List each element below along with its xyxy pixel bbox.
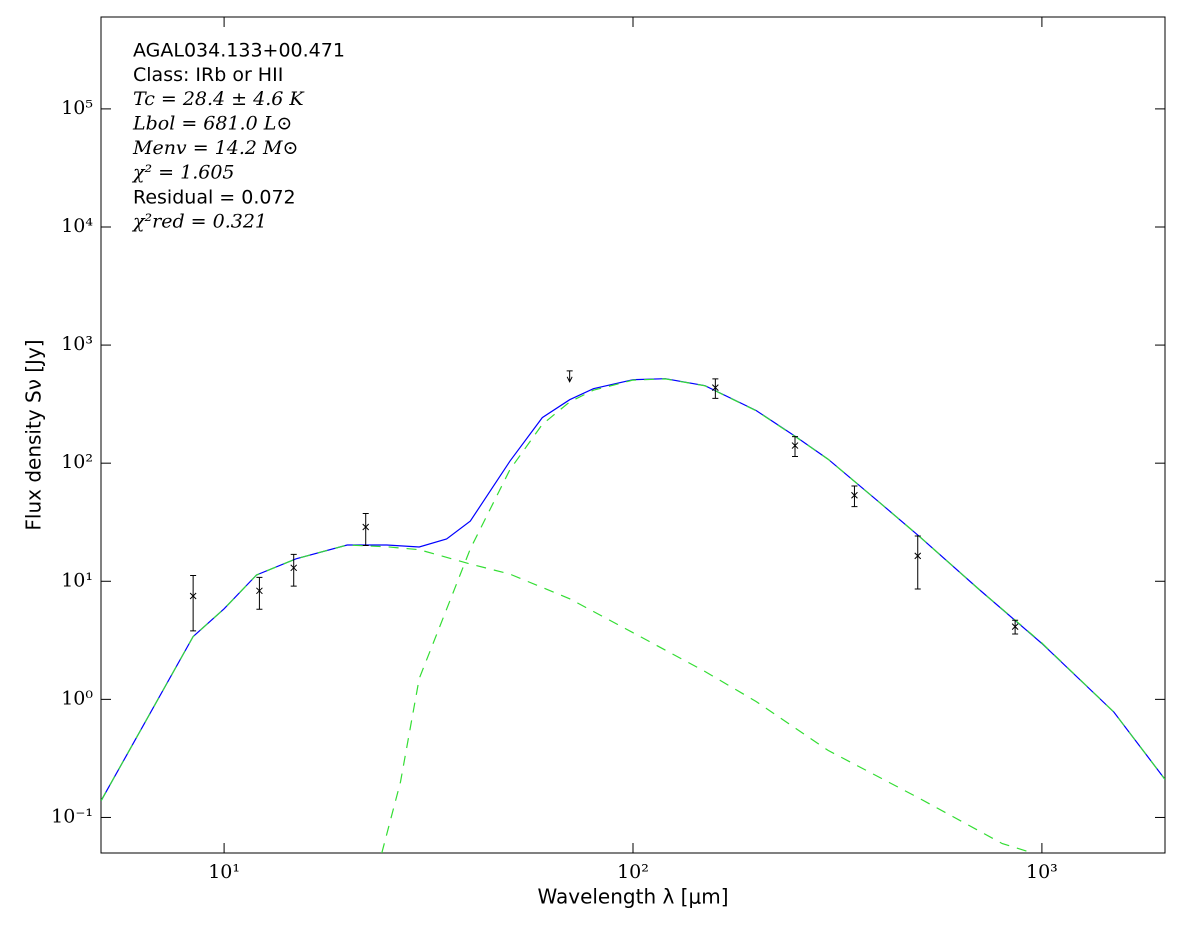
annotation: Class: IRb or HII bbox=[133, 64, 283, 86]
annotation: AGAL034.133+00.471 bbox=[133, 40, 345, 62]
error-bar bbox=[362, 512, 369, 546]
error-bar bbox=[914, 535, 921, 590]
error-bar bbox=[256, 576, 263, 610]
model-curve bbox=[101, 544, 1033, 853]
y-tick-label: 10⁻¹ bbox=[51, 805, 93, 827]
y-tick-label: 10² bbox=[61, 451, 93, 473]
y-tick-label: 10³ bbox=[61, 333, 93, 355]
annotation: χ² = 1.605 bbox=[131, 162, 235, 184]
y-axis-label: Flux density Sν [Jy] bbox=[22, 339, 46, 530]
annotation: Menv = 14.2 M⊙ bbox=[132, 137, 298, 159]
annotation: Tc = 28.4 ± 4.6 K bbox=[133, 88, 305, 110]
data-point bbox=[851, 491, 858, 499]
annotation: Lbol = 681.0 L⊙ bbox=[132, 113, 292, 135]
y-tick-label: 10⁰ bbox=[61, 687, 93, 709]
data-point bbox=[189, 592, 197, 600]
model-curve bbox=[381, 378, 1165, 853]
x-tick-label: 10¹ bbox=[208, 861, 240, 883]
error-bar bbox=[290, 553, 297, 587]
data-point bbox=[256, 587, 263, 595]
data-point bbox=[362, 523, 370, 531]
annotation: Residual = 0.072 bbox=[133, 187, 296, 209]
x-tick-label: 10² bbox=[617, 861, 649, 883]
data-point bbox=[290, 564, 298, 572]
data-point bbox=[711, 384, 719, 392]
annotation: χ²red = 0.321 bbox=[131, 211, 267, 233]
curves bbox=[101, 378, 1165, 853]
plot-frame bbox=[100, 16, 1166, 854]
error-bar bbox=[851, 485, 858, 508]
data-point bbox=[914, 552, 922, 560]
y-tick-label: 10⁴ bbox=[61, 215, 93, 237]
data-point bbox=[791, 442, 799, 449]
error-bar bbox=[190, 574, 197, 632]
data-point bbox=[1011, 623, 1019, 630]
x-axis-label: Wavelength λ [μm] bbox=[537, 885, 728, 909]
x-tick-label: 10³ bbox=[1026, 861, 1058, 883]
error-bar bbox=[712, 378, 719, 399]
error-bar bbox=[792, 436, 799, 457]
y-tick-label: 10⁵ bbox=[61, 97, 93, 119]
upper-limit bbox=[566, 370, 573, 383]
y-tick-label: 10¹ bbox=[61, 569, 93, 591]
